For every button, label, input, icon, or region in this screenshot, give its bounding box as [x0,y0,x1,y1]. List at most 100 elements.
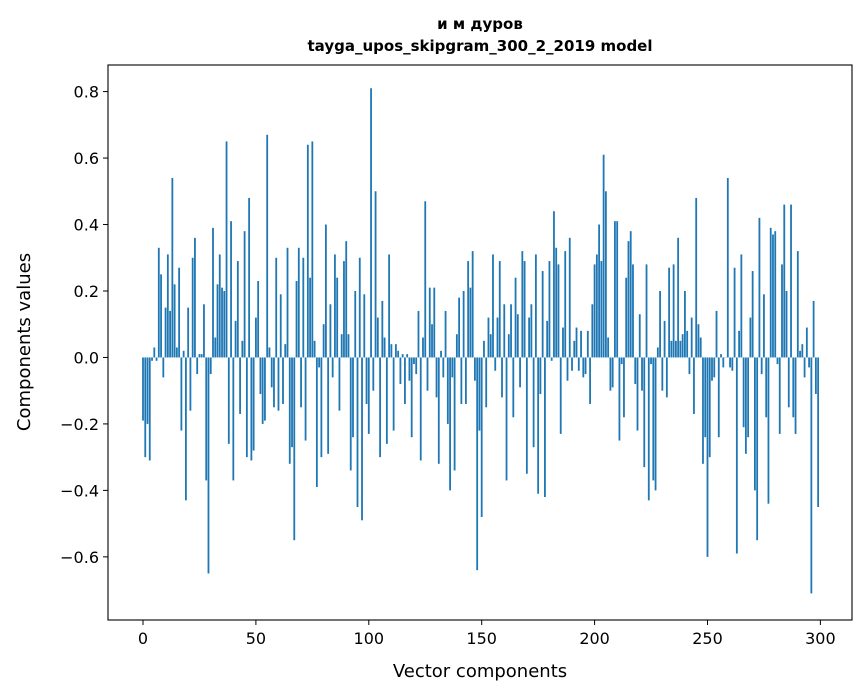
bar [806,328,808,358]
bar [535,254,537,357]
bar [711,357,713,380]
bar [488,318,490,358]
bar [165,308,167,358]
bar [449,357,451,490]
bar [783,205,785,358]
bar [815,357,817,394]
bar [221,288,223,358]
bar [474,357,476,380]
bar [479,357,481,430]
bar [542,271,544,357]
bar [336,278,338,358]
bar [296,281,298,357]
bar [379,357,381,457]
bar [219,254,221,357]
bar [280,294,282,357]
bar [655,357,657,490]
bar [289,357,291,463]
bar [447,357,449,423]
bar [562,328,564,358]
bar [334,254,336,357]
bar [630,231,632,357]
bar [442,357,444,377]
bar [458,298,460,358]
bar [178,268,180,358]
bar [779,357,781,433]
bar [707,357,709,556]
bar [287,248,289,358]
bar [388,254,390,357]
bar [465,357,467,404]
bar [759,218,761,358]
chart-subtitle: tayga_upos_skipgram_300_2_2019 model [308,37,653,55]
bar [677,238,679,358]
bar [702,357,704,463]
bar [427,357,429,390]
bar [736,357,738,553]
bar [772,234,774,357]
bar [675,341,677,358]
bar [293,357,295,540]
y-tick-label: −0.2 [60,415,99,434]
bar [404,357,406,404]
bar [634,357,636,384]
y-axis: −0.6−0.4−0.20.00.20.40.60.8 [60,83,108,567]
bar [208,357,210,573]
bar [411,357,413,437]
y-tick-label: −0.6 [60,548,99,567]
bar [621,357,623,364]
bar [786,291,788,357]
bar [490,334,492,357]
x-tick-label: 100 [354,629,385,648]
bar [325,225,327,358]
bar [291,357,293,447]
bar [650,357,652,364]
bar [530,304,532,357]
bar [503,304,505,357]
bar [402,354,404,357]
bar [810,357,812,593]
bar [623,357,625,417]
bar [594,264,596,357]
bar [492,254,494,357]
bar [384,338,386,358]
bar [153,347,155,357]
bar [185,357,187,500]
bar [226,141,228,357]
bar [370,88,372,357]
bar [639,314,641,357]
bar [734,268,736,358]
bar [454,357,456,470]
bar [628,241,630,357]
bar [533,357,535,447]
bar [413,357,415,364]
bar [731,357,733,370]
bar [282,357,284,404]
bar [472,251,474,357]
bars-group [142,88,819,593]
y-tick-label: 0.8 [74,83,99,102]
bar [363,294,365,357]
bar [366,357,368,404]
bar [167,254,169,357]
bar [381,301,383,357]
bar [176,347,178,357]
bar [587,331,589,358]
bar [740,254,742,357]
bar [307,145,309,358]
bar [300,357,302,407]
bar [190,357,192,410]
bar [264,357,266,420]
bar [790,205,792,358]
x-tick-label: 200 [579,629,610,648]
bar [246,357,248,457]
bar [808,357,810,367]
bar [451,357,453,377]
bar [777,357,779,364]
x-axis-label: Vector components [393,661,567,682]
bar [248,198,250,358]
bar [415,357,417,374]
bar [752,271,754,357]
bar [720,354,722,357]
bar [512,357,514,417]
